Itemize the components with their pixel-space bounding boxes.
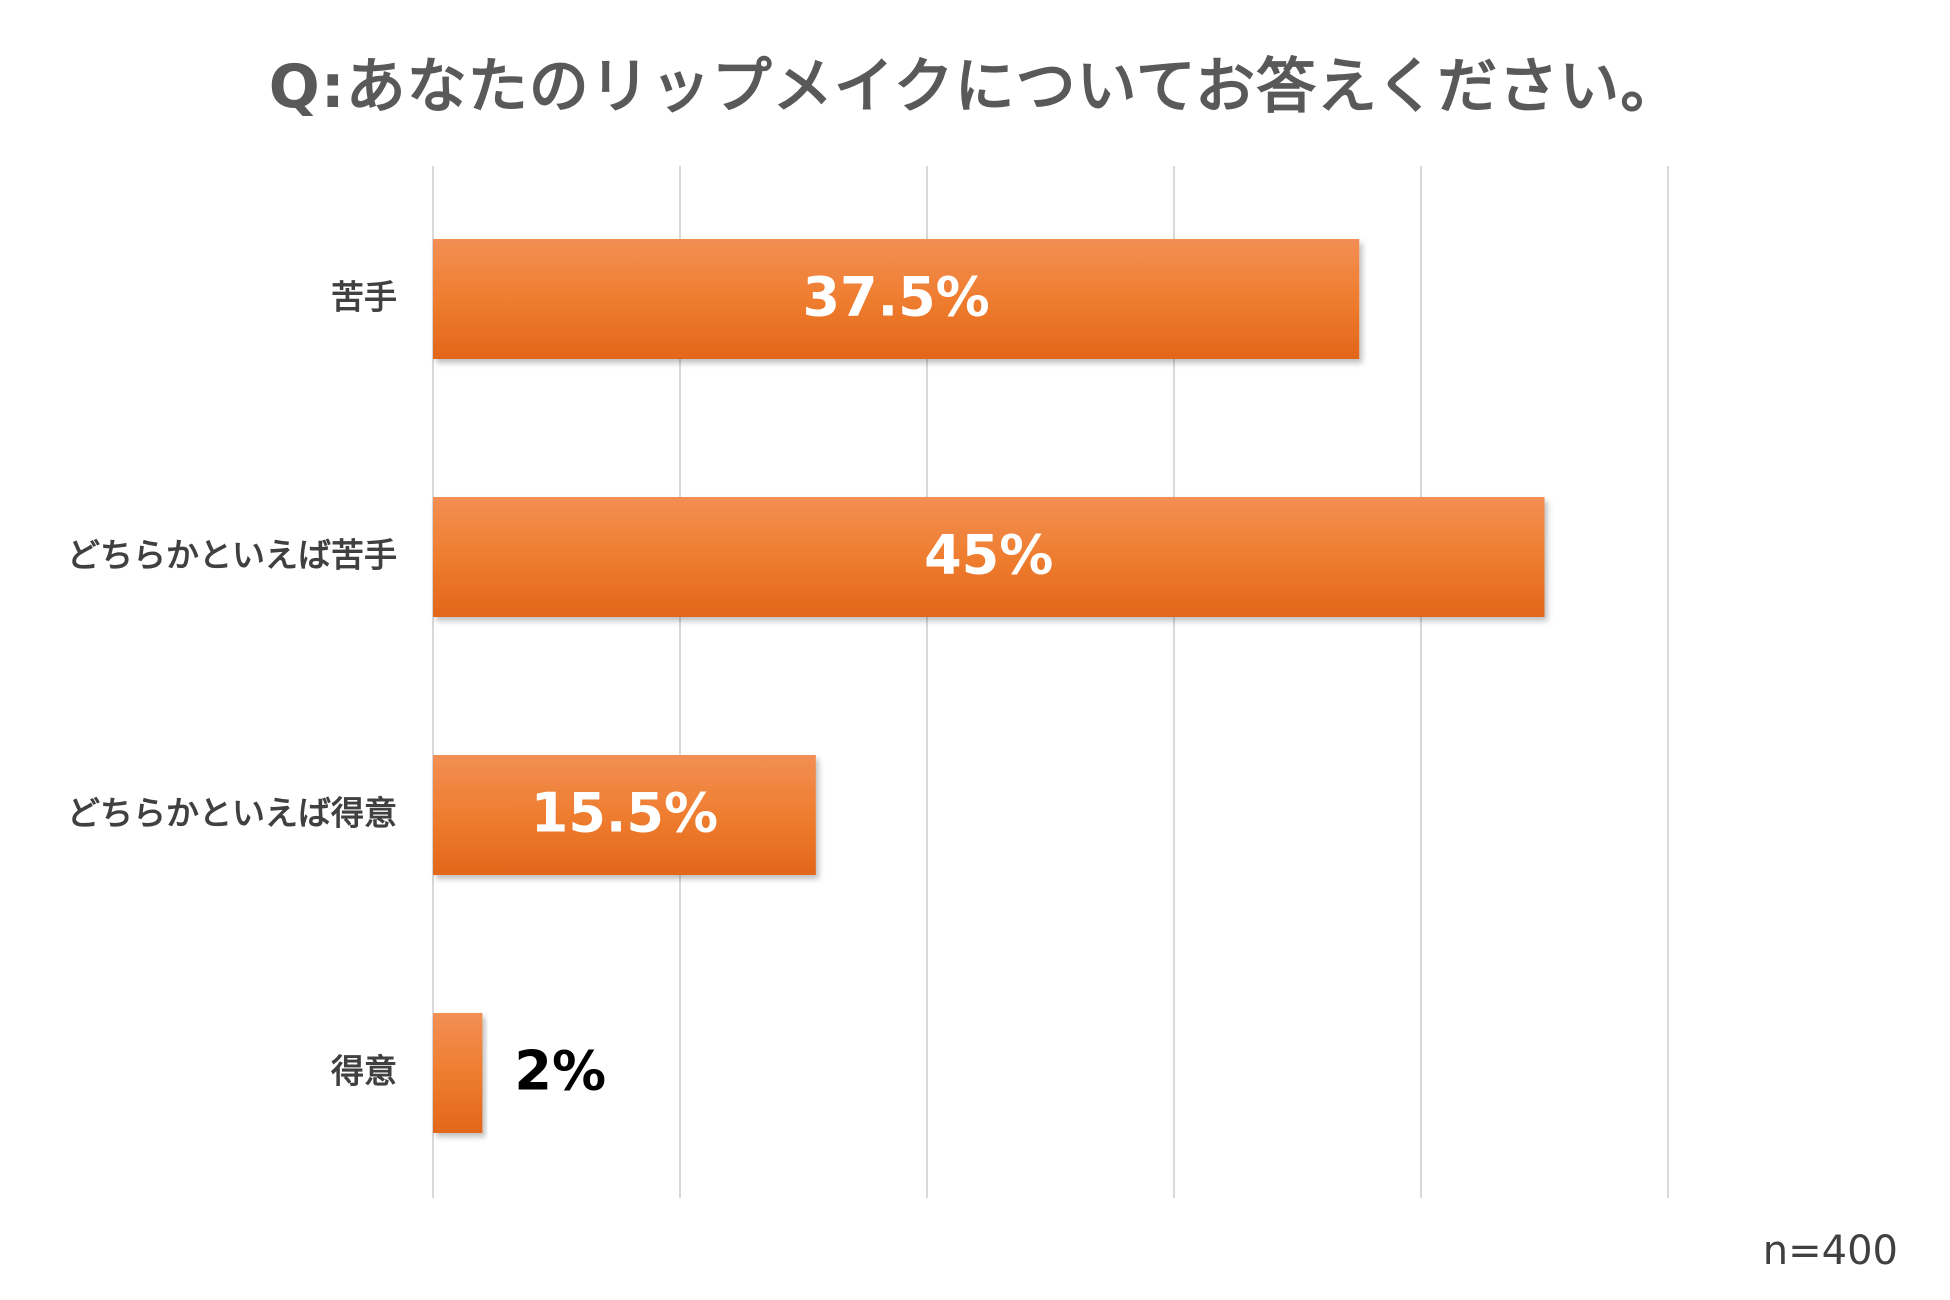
- bar: [433, 239, 1360, 359]
- bar: [433, 1013, 483, 1133]
- bar: [433, 755, 816, 875]
- bar: [433, 497, 1545, 617]
- bars: [433, 239, 1545, 1133]
- data-label: 37.5%: [802, 266, 989, 329]
- category-label: どちらかといえば苦手: [67, 536, 397, 575]
- data-label: 15.5%: [531, 782, 718, 845]
- category-label: どちらかといえば得意: [67, 794, 397, 833]
- category-label: 苦手: [331, 278, 397, 317]
- value-labels: 37.5% 45% 15.5% 2%: [514, 266, 1053, 1103]
- chart-title: Q:あなたのリップメイクについてお答えください。: [268, 52, 1682, 122]
- category-label: 得意: [330, 1052, 397, 1091]
- data-label: 2%: [514, 1040, 606, 1103]
- sample-size-note: n=400: [1762, 1228, 1898, 1274]
- data-label: 45%: [924, 524, 1053, 587]
